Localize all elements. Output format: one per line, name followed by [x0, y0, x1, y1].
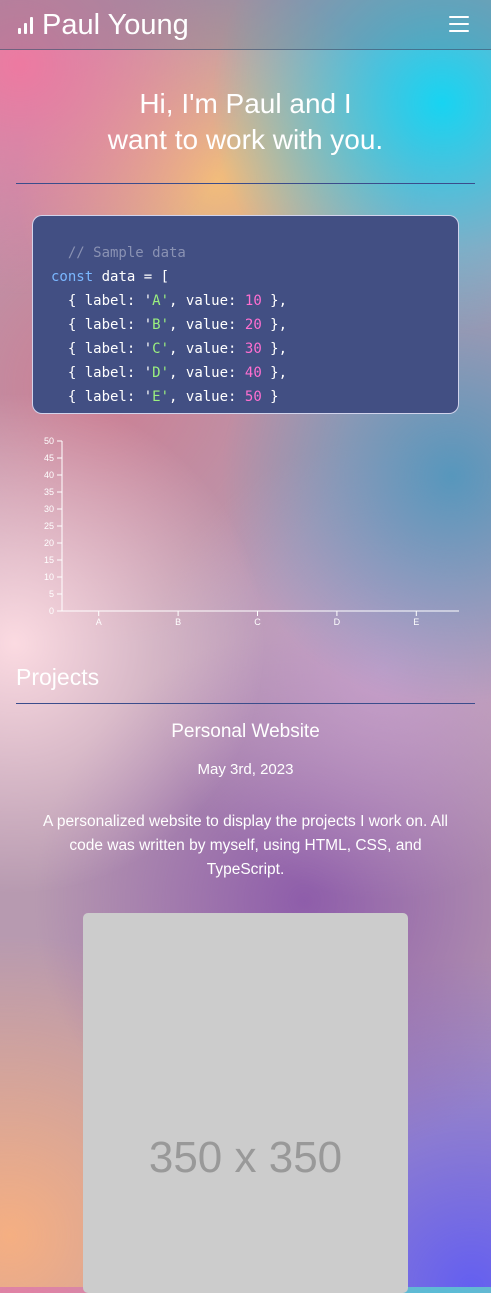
sample-data-chart: 0 5 10 15 20 25 30 35 40 45 50 A B C D E — [44, 436, 459, 627]
code-row-label: B — [152, 317, 161, 333]
code-line-row: { label: 'B', value: 20 }, — [51, 317, 288, 333]
code-line-row: { label: 'D', value: 40 }, — [51, 365, 288, 381]
code-row-value: 20 — [244, 317, 262, 333]
y-tick-label: 10 — [44, 572, 54, 582]
hero-line-2: want to work with you. — [107, 124, 384, 155]
y-tick-label: 15 — [44, 555, 54, 565]
project-date: May 3rd, 2023 — [197, 761, 294, 778]
y-tick-label: 20 — [44, 538, 54, 548]
code-row-value: 10 — [244, 293, 262, 309]
code-line-declaration: const data = [ — [33, 265, 458, 289]
code-row-value: 30 — [244, 341, 262, 357]
code-line-row: { label: 'A', value: 10 }, — [51, 293, 288, 309]
code-row-value: 40 — [244, 365, 262, 381]
brand-title[interactable]: Paul Young — [42, 9, 189, 41]
y-tick-label: 45 — [44, 453, 54, 463]
code-row-label: C — [152, 341, 161, 357]
x-tick-label: C — [254, 617, 261, 627]
y-tick-label: 25 — [44, 521, 54, 531]
y-tick-label: 0 — [49, 606, 54, 616]
projects-section-title: Projects — [16, 664, 100, 690]
code-row-value: 50 — [244, 389, 262, 405]
projects-divider — [16, 703, 475, 704]
hero-line-1: Hi, I'm Paul and I — [139, 88, 352, 119]
hero-heading: Hi, I'm Paul and I want to work with you… — [0, 86, 491, 158]
y-tick-label: 30 — [44, 504, 54, 514]
code-declaration: data = [ — [93, 269, 170, 285]
project-description: A personalized website to display the pr… — [43, 813, 448, 878]
brand-link[interactable]: Paul Young — [18, 6, 189, 44]
code-row-label: D — [152, 365, 161, 381]
y-tick-label: 50 — [44, 436, 54, 446]
signal-bars-icon — [18, 16, 33, 34]
project-image-placeholder: 350 x 350 — [83, 913, 408, 1293]
code-keyword: const — [51, 269, 94, 285]
x-tick-label: B — [175, 617, 181, 627]
project-title: Personal Website — [171, 721, 320, 742]
x-tick-label: D — [334, 617, 341, 627]
x-tick-label: A — [96, 617, 102, 627]
navbar: Paul Young — [0, 0, 491, 50]
y-tick-label: 5 — [49, 589, 54, 599]
code-row-label: A — [152, 293, 161, 309]
hero-divider — [16, 183, 475, 184]
hamburger-menu-icon[interactable] — [449, 12, 471, 36]
y-tick-label: 40 — [44, 470, 54, 480]
code-line-row: { label: 'E', value: 50 } — [51, 389, 279, 405]
y-tick-label: 35 — [44, 487, 54, 497]
code-sample-block: // Sample data const data = [ { label: '… — [32, 215, 459, 414]
code-row-label: E — [152, 389, 161, 405]
code-comment: // Sample data — [67, 245, 186, 261]
code-line-row: { label: 'C', value: 30 }, — [51, 341, 288, 357]
x-tick-label: E — [413, 617, 419, 627]
placeholder-size-label: 350 x 350 — [148, 1133, 343, 1182]
code-line-comment: // Sample data — [33, 241, 458, 265]
